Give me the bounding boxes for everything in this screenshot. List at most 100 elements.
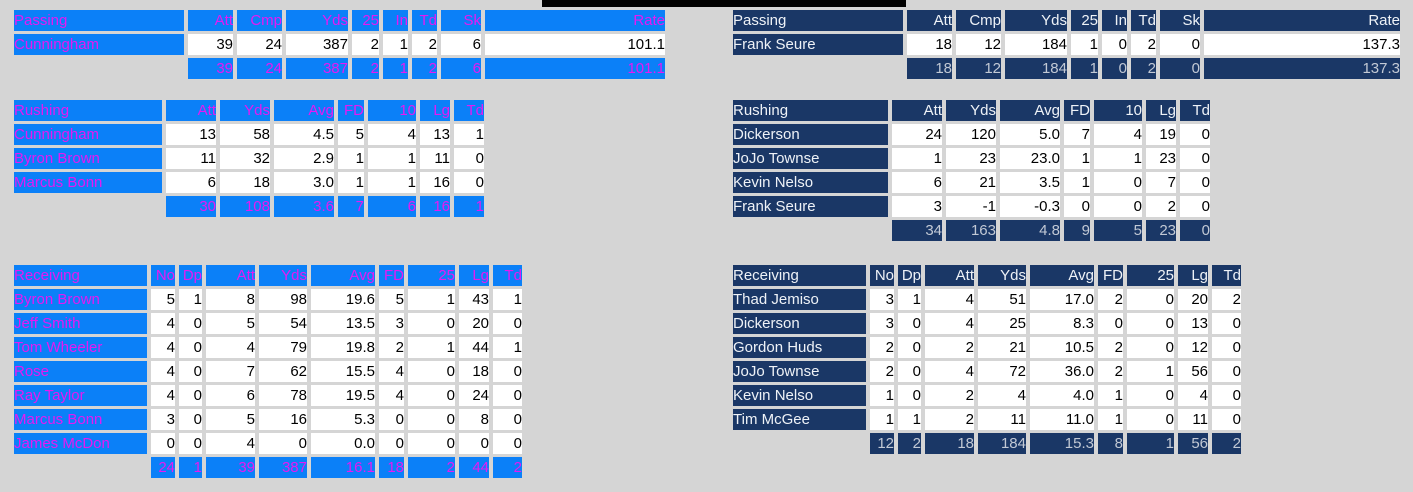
stat-value: 5 xyxy=(206,313,255,334)
player-row: Cunningham 39 24 387 2 1 2 6 101.1 xyxy=(14,34,665,55)
player-name: Thad Jemiso xyxy=(733,289,866,310)
column-header: Att xyxy=(188,10,233,31)
totals-spacer xyxy=(14,196,162,217)
column-header: Dp xyxy=(898,265,921,286)
stat-value: 19.5 xyxy=(311,385,375,406)
stat-value: 0 xyxy=(1180,196,1210,217)
player-row: Thad Jemiso 3 1 4 51 17.0 2 0 20 2 xyxy=(733,289,1241,310)
total-value: 1 xyxy=(179,457,202,478)
total-value: 137.3 xyxy=(1204,58,1400,79)
stat-value: 12 xyxy=(956,34,1001,55)
stat-value: 6 xyxy=(206,385,255,406)
stat-value: 1 xyxy=(368,172,416,193)
column-header: Yds xyxy=(286,10,348,31)
stat-value: 2 xyxy=(1146,196,1176,217)
total-value: 56 xyxy=(1178,433,1208,454)
stat-value: 1 xyxy=(892,148,942,169)
left-passing-table: Passing Att Cmp Yds 25 In Td Sk Rate Cunningham 39… xyxy=(10,7,669,82)
totals-spacer xyxy=(733,220,888,241)
total-value: 2 xyxy=(898,433,921,454)
stat-value: 54 xyxy=(259,313,307,334)
stat-value: 120 xyxy=(946,124,996,145)
totals-spacer xyxy=(733,433,866,454)
column-header: Sk xyxy=(441,10,481,31)
stat-value: 19.8 xyxy=(311,337,375,358)
stat-value: 4 xyxy=(379,361,404,382)
stat-value: 5 xyxy=(379,289,404,310)
stat-value: 0 xyxy=(454,172,484,193)
stat-value: 18 xyxy=(907,34,952,55)
stat-value: 4 xyxy=(151,385,175,406)
stat-value: 11 xyxy=(420,148,450,169)
total-value: 39 xyxy=(188,58,233,79)
total-value: 0 xyxy=(1180,220,1210,241)
player-name: Ray Taylor xyxy=(14,385,147,406)
total-value: 2 xyxy=(408,457,455,478)
stat-value: 0 xyxy=(1180,172,1210,193)
stat-value: 4.0 xyxy=(1030,385,1094,406)
player-name: JoJo Townse xyxy=(733,148,888,169)
total-value: 3.6 xyxy=(274,196,334,217)
stat-value: 5 xyxy=(338,124,364,145)
stat-value: 2.9 xyxy=(274,148,334,169)
stat-value: 1 xyxy=(179,289,202,310)
stat-value: 0 xyxy=(408,313,455,334)
totals-row: 30 108 3.6 7 6 16 1 xyxy=(14,196,484,217)
player-name: Dickerson xyxy=(733,124,888,145)
stat-value: 0 xyxy=(493,361,522,382)
stat-value: 18 xyxy=(459,361,489,382)
table-title: Passing xyxy=(14,10,184,31)
stat-value: 32 xyxy=(220,148,270,169)
player-row: Jeff Smith 4 0 5 54 13.5 3 0 20 0 xyxy=(14,313,522,334)
stat-value: 5 xyxy=(151,289,175,310)
player-name: Jeff Smith xyxy=(14,313,147,334)
stat-value: 24 xyxy=(237,34,282,55)
stat-value: 6 xyxy=(892,172,942,193)
stat-value: 1 xyxy=(493,289,522,310)
totals-row: 12 2 18 184 15.3 8 1 56 2 xyxy=(733,433,1241,454)
stat-value: 101.1 xyxy=(485,34,665,55)
stat-value: 0 xyxy=(179,337,202,358)
stat-value: 2 xyxy=(1098,337,1123,358)
stat-value: 1 xyxy=(898,409,921,430)
column-header: Yds xyxy=(978,265,1026,286)
stat-value: 1 xyxy=(408,337,455,358)
column-header: 10 xyxy=(368,100,416,121)
stat-value: 0 xyxy=(179,409,202,430)
stat-value: 62 xyxy=(259,361,307,382)
total-value: 2 xyxy=(493,457,522,478)
stat-value: 4 xyxy=(206,337,255,358)
stat-value: 0 xyxy=(408,385,455,406)
stat-value: 184 xyxy=(1005,34,1067,55)
total-value: 6 xyxy=(368,196,416,217)
stat-value: 2 xyxy=(870,361,894,382)
total-value: 30 xyxy=(166,196,216,217)
column-header: Yds xyxy=(1005,10,1067,31)
player-row: Ray Taylor 4 0 6 78 19.5 4 0 24 0 xyxy=(14,385,522,406)
column-header: Avg xyxy=(1000,100,1060,121)
stat-value: 20 xyxy=(1178,289,1208,310)
total-value: 34 xyxy=(892,220,942,241)
total-value: 163 xyxy=(946,220,996,241)
column-header: Lg xyxy=(420,100,450,121)
totals-spacer xyxy=(14,457,147,478)
table-title: Receiving xyxy=(733,265,866,286)
stat-value: 1 xyxy=(338,172,364,193)
column-header: Lg xyxy=(1146,100,1176,121)
total-value: 1 xyxy=(383,58,408,79)
stat-value: 19 xyxy=(1146,124,1176,145)
stat-value: 4 xyxy=(151,361,175,382)
player-row: Byron Brown 5 1 8 98 19.6 5 1 43 1 xyxy=(14,289,522,310)
stat-value: 21 xyxy=(978,337,1026,358)
column-header: 25 xyxy=(1071,10,1098,31)
stat-value: 0 xyxy=(493,433,522,454)
stat-value: 0 xyxy=(1094,196,1142,217)
player-row: James McDon 0 0 4 0 0.0 0 0 0 0 xyxy=(14,433,522,454)
stat-value: 4 xyxy=(151,313,175,334)
stat-value: 1 xyxy=(870,385,894,406)
column-header: Td xyxy=(1212,265,1241,286)
player-name: Cunningham xyxy=(14,124,162,145)
player-row: JoJo Townse 1 23 23.0 1 1 23 0 xyxy=(733,148,1210,169)
column-header: 25 xyxy=(408,265,455,286)
column-header: Avg xyxy=(311,265,375,286)
